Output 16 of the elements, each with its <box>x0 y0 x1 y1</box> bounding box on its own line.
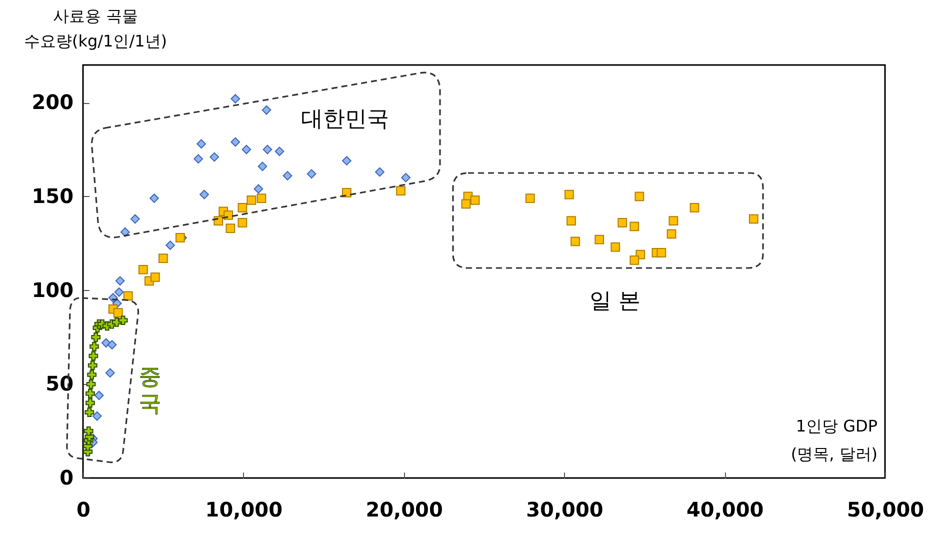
x-tick-label: 10,000 <box>205 498 282 522</box>
y-tick-label: 200 <box>32 90 74 114</box>
y-tick-label: 150 <box>32 184 74 208</box>
x-axis-title: 1인당 GDP (명목, 달러) <box>790 416 878 464</box>
x-tick-label: 20,000 <box>366 498 443 522</box>
series-label: 대한민국 <box>301 107 389 132</box>
series-label: 일 본 <box>590 289 640 314</box>
x-tick-label: 50,000 <box>846 498 924 522</box>
y-tick-label: 100 <box>32 278 74 302</box>
x-tick-label: 0 <box>76 498 90 522</box>
x-tick-label: 30,000 <box>526 498 604 522</box>
x-tick-label: 40,000 <box>686 498 764 522</box>
y-axis-title: 사료용 곡물 수요량(kg/1인/1년) <box>24 6 168 50</box>
y-tick-label: 50 <box>46 372 74 396</box>
y-tick-label: 0 <box>60 466 74 490</box>
series-label: 중국 <box>139 365 161 417</box>
